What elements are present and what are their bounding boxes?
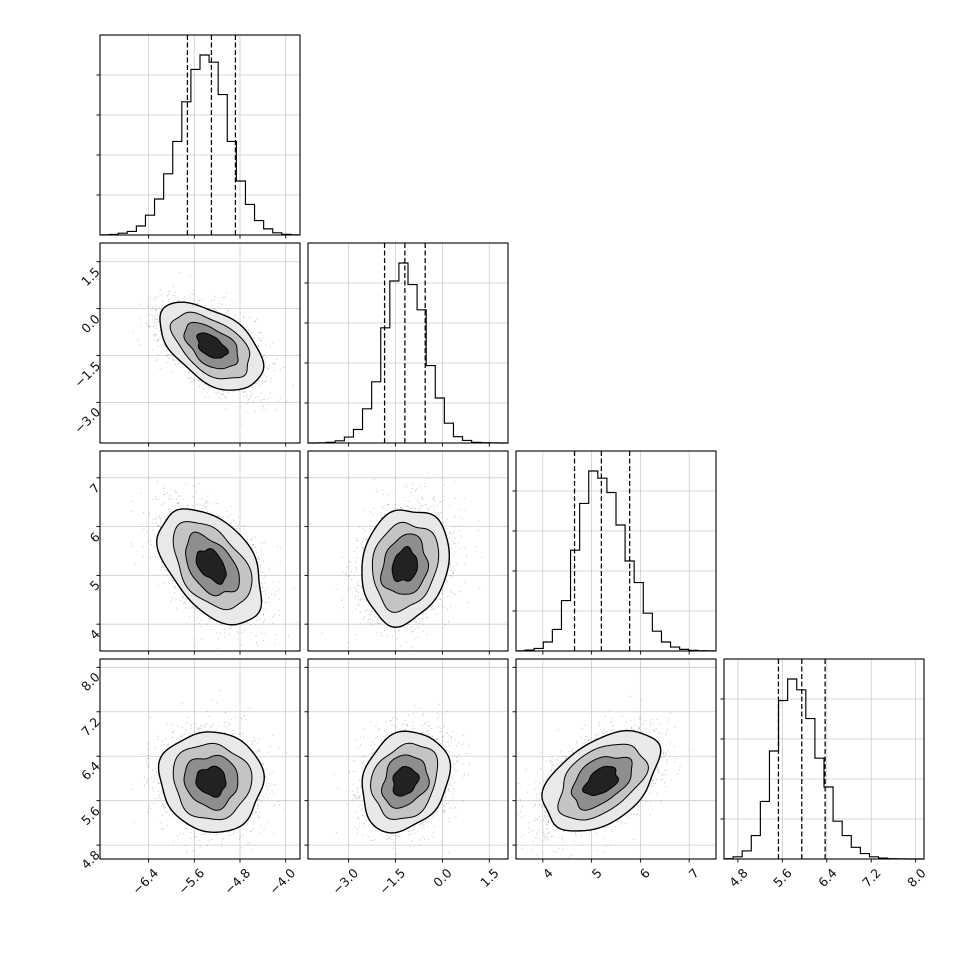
x-tick-label-p3-2-text: 6	[637, 865, 654, 882]
hist-panel-param_4	[716, 651, 932, 867]
x-tick-label-p1-0-text: −6.4	[129, 865, 162, 898]
hist-panel-param_3	[508, 443, 724, 659]
x-tick-label-p1-3-text: −4.0	[266, 865, 299, 898]
x-tick-label-p4-1-text: 5.6	[770, 865, 796, 890]
x-tick-label-p1-2-text: −4.8	[220, 865, 253, 898]
x-tick-label-p2-1-text: −1.5	[376, 865, 409, 898]
scatter-panel-param_2-param_4	[300, 651, 516, 867]
scatter-panel-param_2-param_3	[300, 443, 516, 659]
hist-panel-param_2	[300, 235, 516, 451]
x-tick-label-p2-3-text: 1.5	[477, 865, 503, 890]
hist-panel-param_1	[92, 27, 308, 243]
x-tick-label-p4-2-text: 6.4	[814, 865, 840, 890]
scatter-panel-param_1-param_4	[92, 651, 308, 867]
x-tick-label-p2-0-text: −3.0	[329, 865, 362, 898]
scatter-panel-param_1-param_2	[92, 235, 308, 451]
x-tick-label-p3-0-text: 4	[539, 865, 556, 882]
scatter-panel-param_1-param_3	[92, 443, 308, 659]
scatter-panel-param_3-param_4	[508, 651, 724, 867]
x-tick-label-p2-2-text: 0.0	[430, 865, 456, 890]
x-tick-label-p3-1-text: 5	[588, 865, 605, 882]
x-tick-label-p4-4-text: 8.0	[903, 865, 929, 890]
x-tick-label-p4-3-text: 7.2	[859, 865, 885, 890]
x-tick-label-p4-0-text: 4.8	[726, 865, 751, 890]
x-tick-label-p1-1-text: −5.6	[175, 865, 208, 898]
x-tick-label-p3-3-text: 7	[685, 865, 703, 882]
